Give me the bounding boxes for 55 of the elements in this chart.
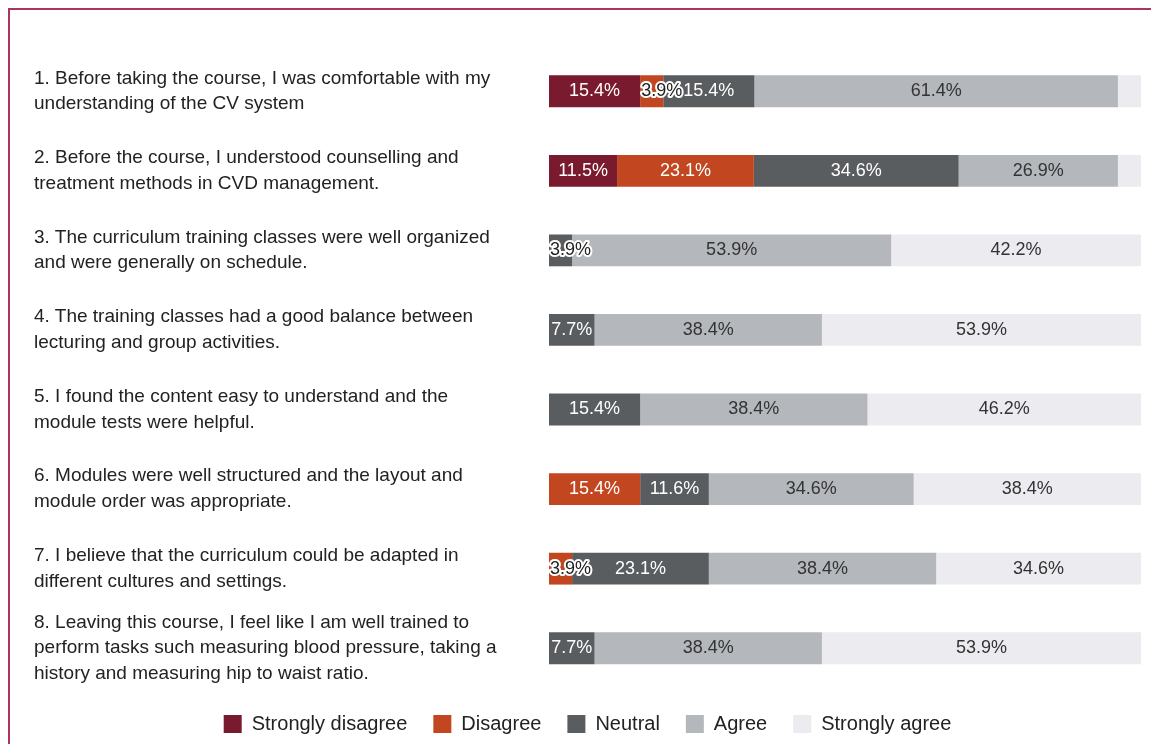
bar [821,314,1141,346]
bar [1117,154,1141,187]
y-tick-label: 8. Leaving this course, I feel like I am well trained to perform tasks such measuring blood pressure, taking a history and measuring hip to waist ratio. [34,610,497,684]
data-label: 7.7% [551,637,593,658]
data-label: 15.4% [569,398,621,419]
bar [640,393,868,426]
bar [594,632,822,665]
data-label: 38.4% [682,318,734,339]
legend-label: Agree [713,711,768,734]
bar [617,154,754,187]
data-label: 15.4% [569,80,621,101]
data-label: 34.6% [1013,557,1065,578]
data-label: 11.5% [558,159,608,180]
legend-label: Neutral [595,711,660,734]
data-label: 15.4% [569,478,621,499]
data-label: 26.9% [1012,159,1064,180]
legend-label: Disagree [461,711,542,734]
data-label: 61.4% [910,80,962,101]
data-label: 38.4% [728,398,780,419]
data-label: 23.1% [614,557,666,578]
data-label: 38.4% [796,557,849,578]
y-tick-label: 2. Before the course, I understood counselling and treatment methods in CVD management. [34,146,459,193]
data-label: 42.2% [990,239,1042,260]
bar [936,552,1141,585]
data-label: 34.6% [785,478,837,499]
bar [754,75,1118,108]
y-tick-label: 3. The curriculum training classes were well organized and were generally on schedule. [34,225,490,273]
legend-label: Strongly disagree [251,711,408,734]
data-label: 7.7% [551,318,593,339]
bar [708,473,914,505]
y-tick-label: 5. I found the content easy to understand and the module tests were helpful. [34,384,449,432]
data-label: 23.1% [659,159,711,180]
data-label: 15.4% [683,80,735,101]
y-tick-label: 7. I believe that the curriculum could be adapted in different cultures and settings. [34,544,459,591]
data-label: 38.4% [1001,478,1053,499]
data-label: 53.9% [706,239,758,260]
y-tick-label: 6. Modules were well structured and the layout and module order was appropriate. [34,464,463,512]
data-label: 38.4% [682,637,734,658]
bar [913,473,1141,505]
legend-label: Strongly agree [821,711,952,734]
bar [891,234,1141,267]
bar [753,154,959,187]
data-label: 11.6% [649,478,700,499]
bar [958,154,1118,187]
data-label: 53.9% [955,637,1007,658]
bar [708,552,937,585]
bar [594,314,822,346]
data-label: 53.9% [955,318,1007,339]
data-label: 46.2% [978,398,1030,419]
bar [821,632,1141,665]
bar [1117,75,1141,108]
bar [867,393,1141,426]
data-label: 34.6% [830,159,882,180]
y-tick-label: 4. The training classes had a good balance between lecturing and group activities. [34,305,474,353]
y-tick-label: 1. Before taking the course, I was comfortable with my understanding of the CV system [34,66,491,114]
